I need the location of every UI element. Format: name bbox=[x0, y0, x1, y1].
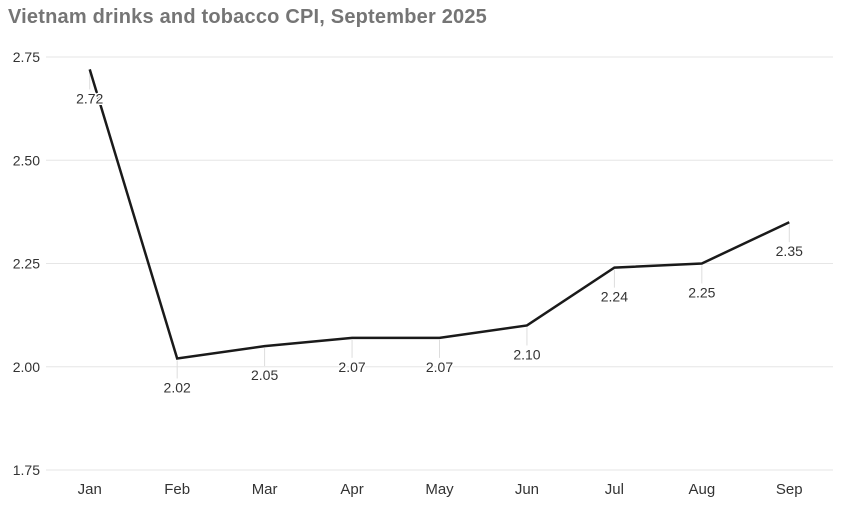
y-axis-tick-label: 2.00 bbox=[13, 359, 40, 375]
x-axis-label: Jul bbox=[605, 481, 624, 498]
y-axis-tick-label: 2.75 bbox=[13, 49, 40, 65]
chart-title: Vietnam drinks and tobacco CPI, Septembe… bbox=[8, 6, 487, 28]
x-axis-label: Mar bbox=[252, 481, 278, 498]
data-label: 2.07 bbox=[338, 359, 365, 375]
data-label: 2.07 bbox=[426, 359, 453, 375]
x-axis-label: Jan bbox=[78, 481, 102, 498]
x-axis-label: May bbox=[425, 481, 454, 498]
data-label: 2.25 bbox=[688, 285, 715, 301]
x-axis-label: Feb bbox=[164, 481, 190, 498]
x-axis-label: Sep bbox=[776, 481, 803, 498]
series-line bbox=[88, 69, 790, 360]
x-axis-label: Jun bbox=[515, 481, 539, 498]
data-label: 2.24 bbox=[601, 289, 628, 305]
data-label: 2.10 bbox=[513, 346, 540, 362]
x-axis-label: Aug bbox=[688, 481, 715, 498]
x-axis-label: Apr bbox=[340, 481, 363, 498]
data-label: 2.72 bbox=[76, 90, 103, 106]
data-label: 2.35 bbox=[776, 243, 803, 259]
data-label: 2.05 bbox=[251, 367, 278, 383]
y-axis-tick-label: 2.50 bbox=[13, 152, 40, 168]
y-axis-tick-label: 1.75 bbox=[13, 462, 40, 478]
data-label: 2.02 bbox=[164, 379, 191, 395]
y-axis-tick-label: 2.25 bbox=[13, 256, 40, 272]
